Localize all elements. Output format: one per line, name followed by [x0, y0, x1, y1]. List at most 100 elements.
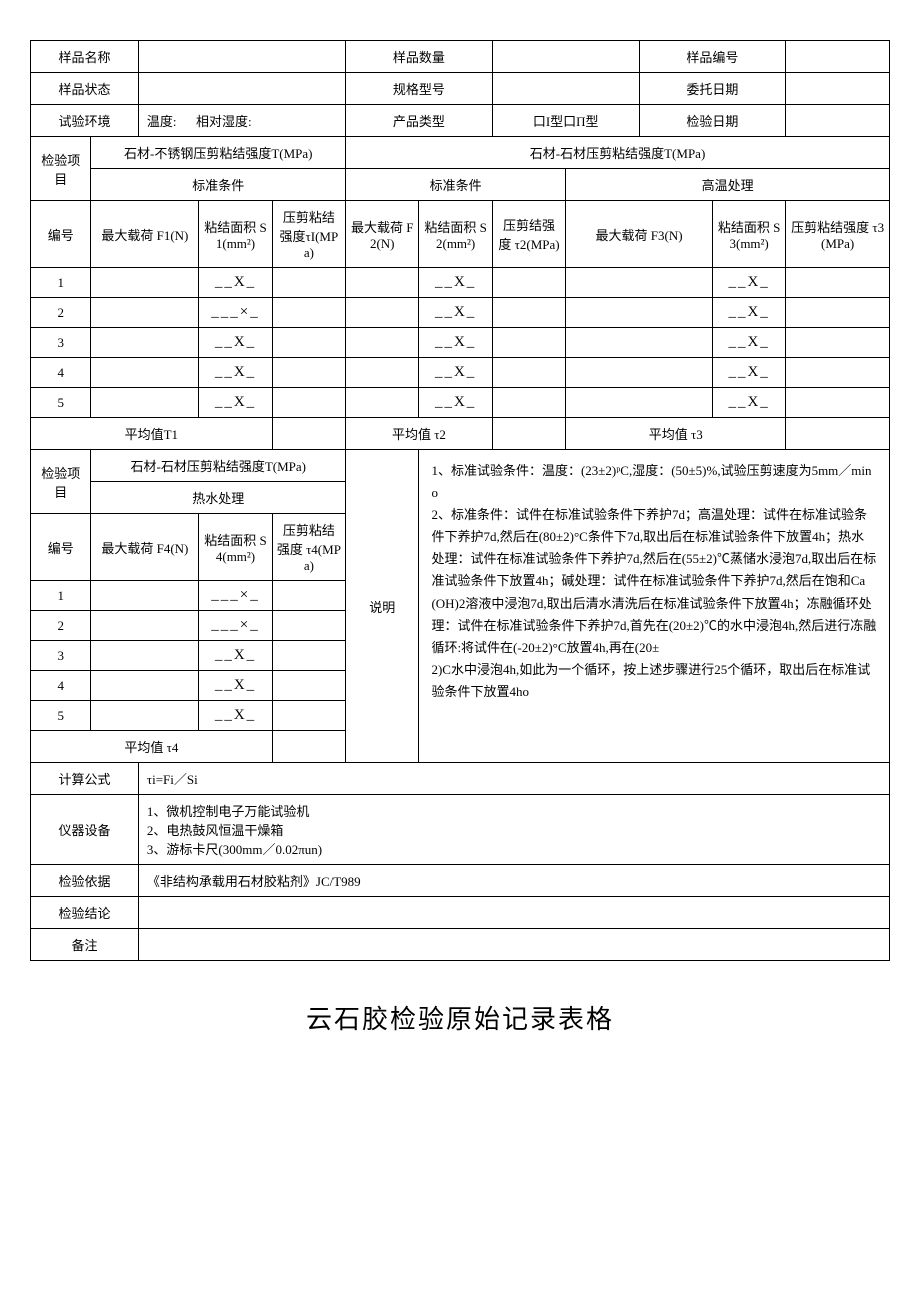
table-row: 4 __X_ __X_ __X_ [31, 358, 890, 388]
cell [346, 358, 419, 388]
area2-label: 粘结面积 S2(mm²) [419, 201, 492, 268]
row-no: 4 [31, 671, 91, 701]
row-no: 1 [31, 581, 91, 611]
x-value: __X_ [215, 394, 256, 410]
block1-title-a: 石材-不锈钢压剪粘结强度T(MPa) [91, 137, 346, 169]
x-cell: __X_ [712, 268, 785, 298]
temp-label: 温度: [147, 114, 177, 129]
main-table: 样品名称 样品数量 样品编号 样品状态 规格型号 委托日期 试验环境 温度: 相… [30, 40, 890, 961]
page-title: 云石胶检验原始记录表格 [30, 999, 890, 1036]
cell [566, 358, 713, 388]
inspect-item-label-2: 检验项目 [31, 450, 91, 514]
x-value: __X_ [435, 364, 476, 380]
product-type-value: 口I型口П型 [492, 105, 639, 137]
avg-t2-value [492, 418, 565, 450]
x-cell: __X_ [199, 671, 272, 701]
basis-label: 检验依据 [31, 865, 139, 897]
std-cond-2: 标准条件 [346, 169, 566, 201]
cell [272, 671, 345, 701]
std-cond-1: 标准条件 [91, 169, 346, 201]
cell [492, 358, 565, 388]
row-no: 1 [31, 268, 91, 298]
x-value: __X_ [215, 707, 256, 723]
cell [91, 298, 199, 328]
desc-text: 1、标准试验条件：温度：(23±2)ᵖC,湿度：(50±5)%,试验压剪速度为5… [419, 450, 890, 763]
maxload4-label: 最大载荷 F4(N) [91, 514, 199, 581]
area1-label: 粘结面积 S1(mm²) [199, 201, 272, 268]
block2-title: 石材-石材压剪粘结强度T(MPa) [91, 450, 346, 482]
cell [346, 268, 419, 298]
entrust-date-value [786, 73, 890, 105]
x-value: __X_ [435, 394, 476, 410]
hot-water-label: 热水处理 [91, 482, 346, 514]
x-cell: __X_ [419, 298, 492, 328]
x-value: __X_ [215, 647, 256, 663]
sample-state-value [138, 73, 345, 105]
x-cell: ___×_ [199, 611, 272, 641]
x-cell: __X_ [419, 358, 492, 388]
test-env-value: 温度: 相对湿度: [138, 105, 345, 137]
cell [566, 328, 713, 358]
x-cell: __X_ [199, 641, 272, 671]
maxload1-label: 最大载荷 F1(N) [91, 201, 199, 268]
formula-label: 计算公式 [31, 763, 139, 795]
avg-t4-label: 平均值 τ4 [31, 731, 273, 763]
sample-qty-value [492, 41, 639, 73]
row-no: 3 [31, 641, 91, 671]
cell [786, 268, 890, 298]
cell [346, 388, 419, 418]
x-value: __X_ [215, 677, 256, 693]
cell [91, 388, 199, 418]
maxload2-label: 最大载荷 F2(N) [346, 201, 419, 268]
cell [91, 641, 199, 671]
cell [272, 268, 345, 298]
cell [786, 328, 890, 358]
cell [492, 388, 565, 418]
high-temp: 高温处理 [566, 169, 890, 201]
cell [91, 671, 199, 701]
shear4-label: 压剪粘结强度 τ4(MPa) [272, 514, 345, 581]
shear3-label: 压剪粘结强度 τ3(MPa) [786, 201, 890, 268]
desc-label: 说明 [346, 450, 419, 763]
x-value: __X_ [435, 334, 476, 350]
x-cell: __X_ [419, 268, 492, 298]
cell [91, 268, 199, 298]
table-row: 3 __X_ __X_ __X_ [31, 328, 890, 358]
x-cell: __X_ [199, 358, 272, 388]
x-value: ___×_ [211, 304, 259, 320]
cell [492, 298, 565, 328]
conclusion-label: 检验结论 [31, 897, 139, 929]
avg-t3-value [786, 418, 890, 450]
row-no: 2 [31, 298, 91, 328]
sample-no-label: 样品编号 [639, 41, 786, 73]
x-value: __X_ [728, 334, 769, 350]
x-value: __X_ [435, 274, 476, 290]
basis-value: 《非结构承载用石材胶粘剂》JC/T989 [138, 865, 889, 897]
cell [346, 328, 419, 358]
area4-label: 粘结面积 S4(mm²) [199, 514, 272, 581]
cell [91, 358, 199, 388]
inspect-date-label: 检验日期 [639, 105, 786, 137]
x-cell: __X_ [199, 388, 272, 418]
shear1-label: 压剪粘结强度τI(MPa) [272, 201, 345, 268]
x-value: __X_ [728, 364, 769, 380]
page: 样品名称 样品数量 样品编号 样品状态 规格型号 委托日期 试验环境 温度: 相… [30, 40, 890, 1036]
remark-label: 备注 [31, 929, 139, 961]
sample-name-label: 样品名称 [31, 41, 139, 73]
x-cell: __X_ [712, 388, 785, 418]
x-value: __X_ [728, 304, 769, 320]
x-cell: __X_ [419, 328, 492, 358]
table-row: 5 __X_ __X_ __X_ [31, 388, 890, 418]
row-no: 4 [31, 358, 91, 388]
cell [272, 581, 345, 611]
cell [91, 581, 199, 611]
cell [91, 611, 199, 641]
test-env-label: 试验环境 [31, 105, 139, 137]
x-value: __X_ [215, 364, 256, 380]
row-no: 2 [31, 611, 91, 641]
inspect-date-value [786, 105, 890, 137]
avg-t4-value [272, 731, 345, 763]
area3-label: 粘结面积 S3(mm²) [712, 201, 785, 268]
cell [786, 298, 890, 328]
x-value: ___×_ [211, 587, 259, 603]
